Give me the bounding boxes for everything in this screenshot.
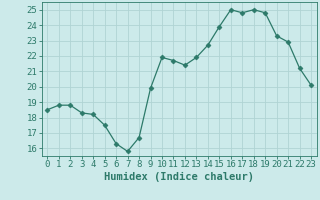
X-axis label: Humidex (Indice chaleur): Humidex (Indice chaleur) [104, 172, 254, 182]
